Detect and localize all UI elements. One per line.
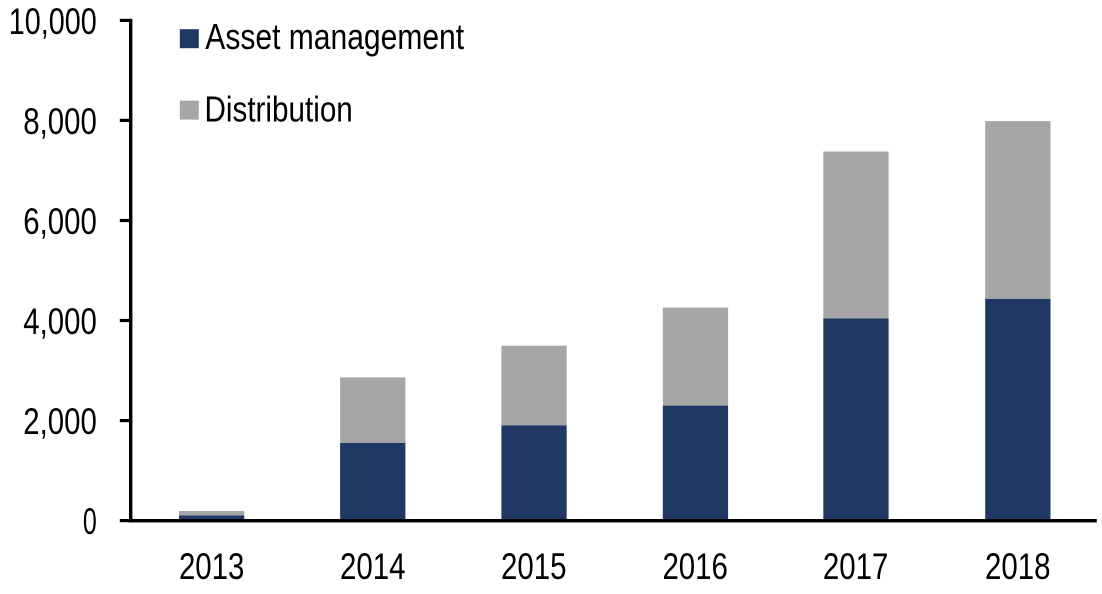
- svg-text:2018: 2018: [985, 545, 1051, 587]
- svg-text:0: 0: [83, 500, 97, 542]
- svg-text:6,000: 6,000: [23, 200, 97, 242]
- svg-text:10,000: 10,000: [9, 0, 97, 42]
- svg-text:Asset management: Asset management: [205, 16, 464, 57]
- svg-text:2016: 2016: [662, 545, 728, 587]
- svg-text:2013: 2013: [179, 545, 245, 587]
- svg-text:2,000: 2,000: [23, 400, 97, 442]
- svg-text:2014: 2014: [340, 545, 406, 587]
- svg-text:2017: 2017: [823, 545, 889, 587]
- svg-text:8,000: 8,000: [23, 100, 97, 142]
- svg-text:4,000: 4,000: [23, 300, 97, 342]
- svg-text:Distribution: Distribution: [205, 89, 353, 130]
- svg-text:2015: 2015: [501, 545, 567, 587]
